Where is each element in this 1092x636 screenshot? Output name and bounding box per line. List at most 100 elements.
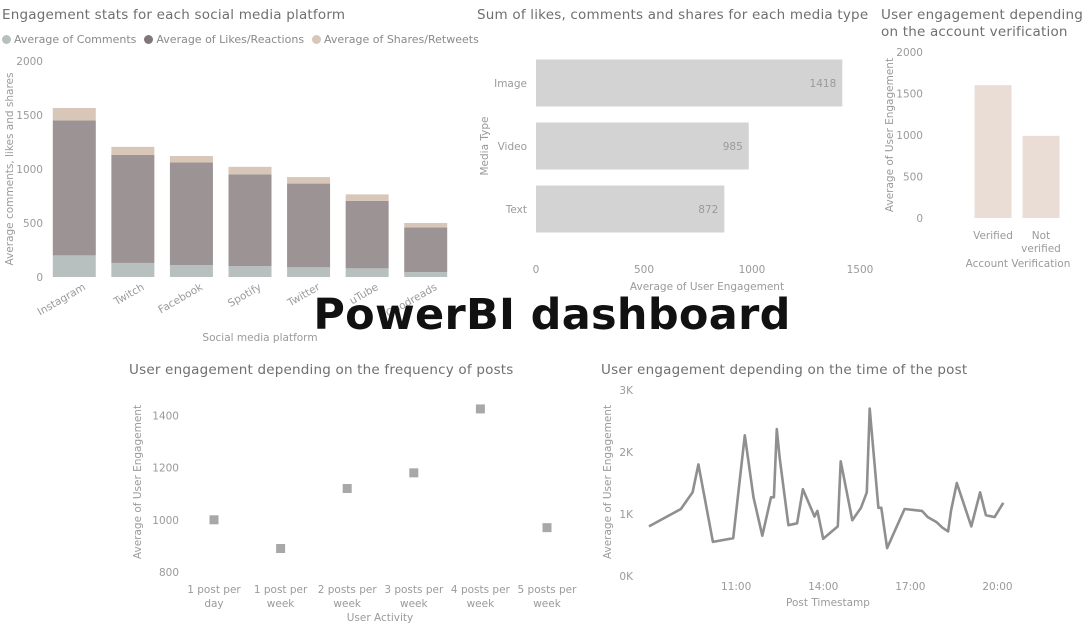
platform-legend: Average of Comments Average of Likes/Rea… bbox=[2, 33, 483, 46]
platform-bar-segment bbox=[345, 268, 389, 277]
platform-ylabel: Average comments, likes and shares bbox=[4, 73, 16, 266]
time-ylabel: Average of User Engagement bbox=[602, 405, 614, 559]
platform-bar-segment bbox=[228, 266, 272, 277]
platform-chart-panel: Engagement stats for each social media p… bbox=[0, 0, 479, 345]
frequency-point bbox=[209, 515, 219, 525]
verify-ytick-label: 500 bbox=[903, 172, 923, 184]
media-ytick-label: Text bbox=[505, 204, 527, 216]
frequency-chart-plot: 800 1000 1200 1400 Average of User Engagemen… bbox=[132, 404, 578, 624]
time-ytick-label: 2K bbox=[619, 447, 634, 459]
platform-bar-segment bbox=[111, 146, 155, 155]
frequency-ytick-label: 800 bbox=[159, 567, 179, 579]
frequency-point bbox=[409, 468, 419, 478]
platform-bar-segment bbox=[52, 107, 96, 121]
legend-label-comments: Average of Comments bbox=[14, 33, 137, 46]
media-bar-value-label: 872 bbox=[698, 204, 718, 216]
frequency-ytick-label: 1000 bbox=[152, 515, 179, 527]
media-xtick-label: 1000 bbox=[739, 264, 766, 276]
platform-bar-segment bbox=[52, 255, 96, 277]
time-xtick-label: 17:00 bbox=[895, 581, 925, 593]
platform-bar-segment bbox=[404, 272, 448, 277]
media-bar bbox=[536, 185, 725, 233]
platform-bar-segment bbox=[52, 120, 96, 256]
legend-label-shares: Average of Shares/Retweets bbox=[324, 33, 479, 46]
legend-item-shares[interactable]: Average of Shares/Retweets bbox=[312, 33, 479, 46]
platform-bar-segment bbox=[287, 183, 331, 268]
frequency-chart-panel: User engagement depending on the frequen… bbox=[125, 355, 595, 636]
verify-ytick-label: 2000 bbox=[896, 47, 923, 59]
legend-label-likes: Average of Likes/Reactions bbox=[156, 33, 305, 46]
verify-xlabel: Account Verification bbox=[966, 258, 1071, 270]
legend-item-likes[interactable]: Average of Likes/Reactions bbox=[144, 33, 304, 46]
frequency-xtick-label: 5 posts per week bbox=[518, 584, 578, 610]
time-xtick-label: 11:00 bbox=[721, 581, 751, 593]
time-chart-panel: User engagement depending on the time of… bbox=[595, 355, 1092, 636]
media-ytick-label: Image bbox=[494, 78, 527, 90]
verify-ylabel: Average of User Engagement bbox=[884, 58, 896, 212]
platform-bar-segment bbox=[228, 174, 272, 267]
legend-dot-comments bbox=[2, 35, 11, 44]
platform-bar-segment bbox=[169, 156, 213, 163]
time-ytick-label: 0K bbox=[619, 571, 634, 583]
legend-dot-likes bbox=[144, 35, 154, 44]
media-chart-plot: 1418 Image 985 Video 872 Text 0 500 1000 1500 Aver… bbox=[479, 59, 874, 293]
platform-ytick-label: 500 bbox=[23, 218, 43, 230]
platform-bar-segment bbox=[287, 177, 331, 184]
platform-ytick-label: 1000 bbox=[16, 164, 43, 176]
platform-bar-segment bbox=[169, 162, 213, 266]
media-xtick-label: 500 bbox=[634, 264, 654, 276]
time-series-line bbox=[648, 407, 1005, 550]
frequency-point bbox=[342, 484, 352, 493]
media-xtick-label: 0 bbox=[533, 264, 540, 276]
frequency-xtick-label: 2 posts per week bbox=[318, 584, 378, 610]
platform-bar-segment bbox=[345, 200, 389, 269]
verify-ytick-label: 1000 bbox=[896, 130, 923, 142]
verify-xtick-label: Verified bbox=[973, 230, 1013, 242]
frequency-ytick-label: 1200 bbox=[152, 463, 179, 475]
verify-chart-title: User engagement depending on the account… bbox=[881, 7, 1083, 40]
media-bar bbox=[536, 122, 749, 170]
media-xlabel: Average of User Engagement bbox=[630, 281, 784, 293]
media-ylabel: Media Type bbox=[479, 117, 491, 176]
media-xtick-label: 1500 bbox=[847, 264, 874, 276]
frequency-point bbox=[475, 404, 485, 414]
verify-bar bbox=[1022, 135, 1060, 218]
frequency-point bbox=[542, 523, 552, 533]
frequency-xtick-label: 4 posts per week bbox=[451, 584, 511, 610]
frequency-xtick-label: 3 posts per week bbox=[384, 584, 444, 610]
platform-ytick-label: 0 bbox=[36, 272, 43, 284]
verify-ytick-label: 0 bbox=[916, 213, 923, 225]
verify-chart-panel: User engagement depending on the account… bbox=[880, 0, 1092, 300]
frequency-ytick-label: 1400 bbox=[152, 410, 179, 422]
platform-ytick-label: 2000 bbox=[16, 56, 43, 68]
media-ytick-label: Video bbox=[498, 141, 527, 153]
platform-bar-segment bbox=[111, 154, 155, 263]
platform-bar-segment bbox=[345, 194, 389, 201]
platform-ytick-label: 1500 bbox=[16, 110, 43, 122]
legend-item-comments[interactable]: Average of Comments bbox=[2, 33, 136, 46]
frequency-ylabel: Average of User Engagement bbox=[132, 405, 144, 559]
legend-dot-shares bbox=[312, 35, 322, 44]
media-chart-panel: Sum of likes, comments and shares for ea… bbox=[470, 0, 880, 300]
platform-bar-segment bbox=[404, 223, 448, 228]
platform-bar-segment bbox=[228, 166, 272, 175]
media-bar-value-label: 985 bbox=[723, 141, 743, 153]
platform-chart-title: Engagement stats for each social media p… bbox=[2, 7, 346, 23]
media-bar-value-label: 1418 bbox=[810, 78, 837, 90]
platform-bar-segment bbox=[111, 262, 155, 277]
time-chart-title: User engagement depending on the time of… bbox=[601, 362, 968, 378]
time-xtick-label: 14:00 bbox=[808, 581, 838, 593]
verify-bar bbox=[974, 85, 1012, 218]
verify-ytick-label: 1500 bbox=[896, 89, 923, 101]
platform-bar-segment bbox=[169, 265, 213, 277]
frequency-chart-title: User engagement depending on the frequen… bbox=[129, 362, 514, 378]
media-bar bbox=[536, 59, 843, 107]
time-xlabel: Post Timestamp bbox=[786, 597, 870, 609]
frequency-xlabel: User Activity bbox=[347, 612, 414, 624]
platform-bar-segment bbox=[287, 267, 331, 277]
overlay-title: PowerBI dashboard bbox=[313, 290, 791, 340]
verify-xtick-label: Not verified bbox=[1021, 230, 1061, 255]
media-chart-title: Sum of likes, comments and shares for ea… bbox=[477, 7, 869, 23]
